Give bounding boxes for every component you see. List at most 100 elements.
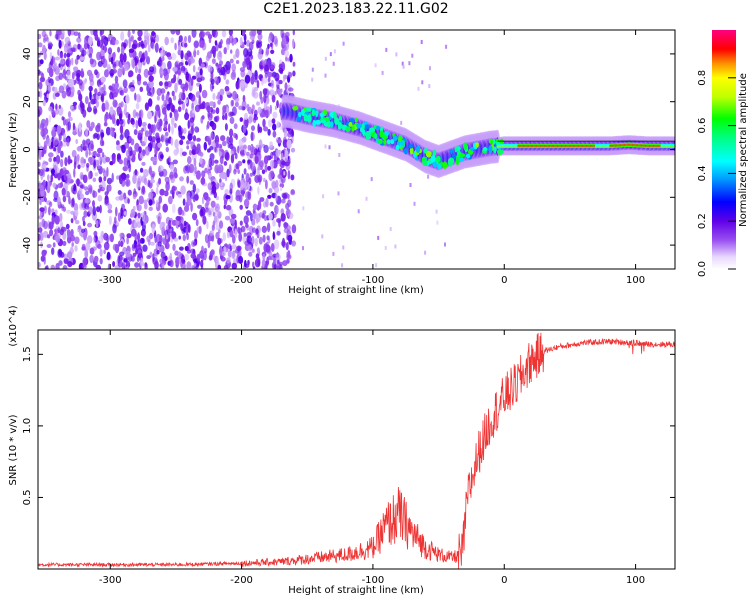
noise-cell	[83, 210, 88, 218]
noise-cell	[183, 220, 187, 227]
noise-cell	[56, 196, 61, 206]
noise-cell	[251, 248, 255, 253]
colorbar-tick-label: 0.6	[697, 118, 708, 134]
noise-cell	[166, 103, 171, 111]
noise-cell	[217, 164, 223, 173]
noise-cell	[87, 184, 93, 192]
noise-cell	[252, 203, 258, 211]
noise-cell	[117, 190, 122, 195]
noise-cell	[249, 31, 252, 37]
colorbar-tick-label: 0.2	[697, 213, 708, 229]
noise-cell	[138, 68, 142, 74]
noise-cell	[275, 253, 281, 261]
noise-cell	[196, 127, 200, 133]
snr-frame	[37, 329, 676, 570]
x-tick-label: -200	[230, 275, 253, 286]
noise-cell	[186, 233, 190, 241]
x-tick-label: 100	[626, 275, 645, 286]
noise-cell	[54, 215, 60, 225]
noise-cell	[88, 206, 94, 215]
noise-cell	[267, 165, 271, 171]
noise-cell	[204, 234, 209, 244]
noise-cell	[217, 44, 223, 49]
noise-cell	[177, 44, 182, 52]
noise-cell	[175, 256, 180, 266]
noise-cell	[92, 200, 95, 208]
noise-cell	[178, 235, 181, 240]
noise-cell	[173, 237, 179, 242]
noise-cell	[250, 76, 255, 85]
noise-cell	[290, 191, 296, 196]
noise-cell	[154, 235, 158, 244]
noise-cell	[206, 120, 210, 129]
noise-cell	[89, 90, 92, 101]
noise-cell	[247, 190, 252, 201]
noise-cell	[186, 145, 190, 150]
noise-cell	[137, 232, 140, 242]
noise-cell	[168, 219, 172, 230]
noise-cell	[80, 68, 84, 78]
noise-cell	[275, 149, 281, 157]
noise-cell	[184, 253, 190, 261]
noise-cell	[225, 195, 231, 200]
noise-cell	[268, 212, 273, 221]
noise-cell	[74, 69, 78, 77]
noise-cell	[235, 189, 241, 199]
noise-cell	[227, 142, 230, 149]
noise-cell	[176, 190, 179, 196]
noise-cell	[160, 134, 165, 143]
noise-cell	[329, 52, 332, 57]
noise-cell	[284, 50, 289, 58]
noise-cell	[154, 114, 157, 124]
noise-cell	[182, 234, 186, 242]
noise-cell	[261, 169, 266, 175]
noise-cell	[148, 199, 153, 206]
noise-cell	[224, 85, 230, 92]
noise-cell	[342, 245, 345, 250]
noise-cell	[167, 228, 172, 238]
noise-cell	[239, 36, 243, 46]
ridge-blob	[319, 112, 325, 118]
noise-cell	[46, 138, 52, 147]
noise-cell	[192, 65, 196, 73]
noise-cell	[115, 206, 118, 217]
noise-cell	[133, 129, 138, 136]
noise-cell	[137, 30, 143, 38]
noise-cell	[158, 165, 164, 172]
noise-cell	[139, 167, 144, 173]
noise-cell	[98, 176, 103, 183]
noise-cell	[112, 99, 118, 108]
noise-cell	[193, 40, 200, 48]
noise-cell	[262, 253, 266, 261]
ridge-blob	[425, 150, 432, 158]
noise-cell	[173, 74, 177, 83]
noise-cell	[165, 234, 169, 240]
noise-cell	[233, 168, 237, 175]
noise-cell	[190, 253, 196, 259]
noise-cell	[408, 61, 411, 66]
noise-cell	[270, 49, 275, 54]
noise-cell	[180, 135, 186, 140]
snr-scale-label: (x10^4)	[8, 305, 19, 346]
noise-cell	[205, 54, 210, 62]
noise-cell	[50, 174, 53, 183]
snr-series-line	[38, 332, 675, 569]
colorbar-ticks: 0.0 0.2 0.4 0.6 0.8	[697, 70, 736, 277]
noise-cell	[49, 229, 54, 237]
noise-cell	[223, 246, 227, 254]
noise-cell	[223, 204, 226, 210]
noise-cell	[74, 236, 80, 245]
noise-cell	[292, 70, 296, 77]
noise-cell	[128, 70, 134, 77]
noise-cell	[226, 107, 230, 113]
noise-cell	[105, 115, 110, 120]
noise-cell	[215, 107, 220, 115]
noise-cell	[171, 117, 175, 126]
noise-cell	[282, 74, 286, 83]
noise-cell	[216, 115, 220, 122]
noise-cell	[182, 198, 186, 206]
noise-cell	[182, 86, 185, 94]
ridge-blob	[409, 146, 414, 155]
noise-cell	[226, 136, 230, 144]
noise-cell	[66, 209, 71, 214]
